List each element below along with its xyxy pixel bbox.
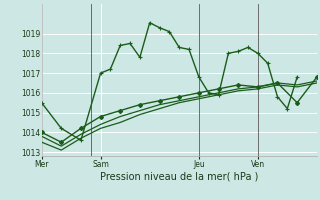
X-axis label: Pression niveau de la mer( hPa ): Pression niveau de la mer( hPa ) [100,172,258,182]
